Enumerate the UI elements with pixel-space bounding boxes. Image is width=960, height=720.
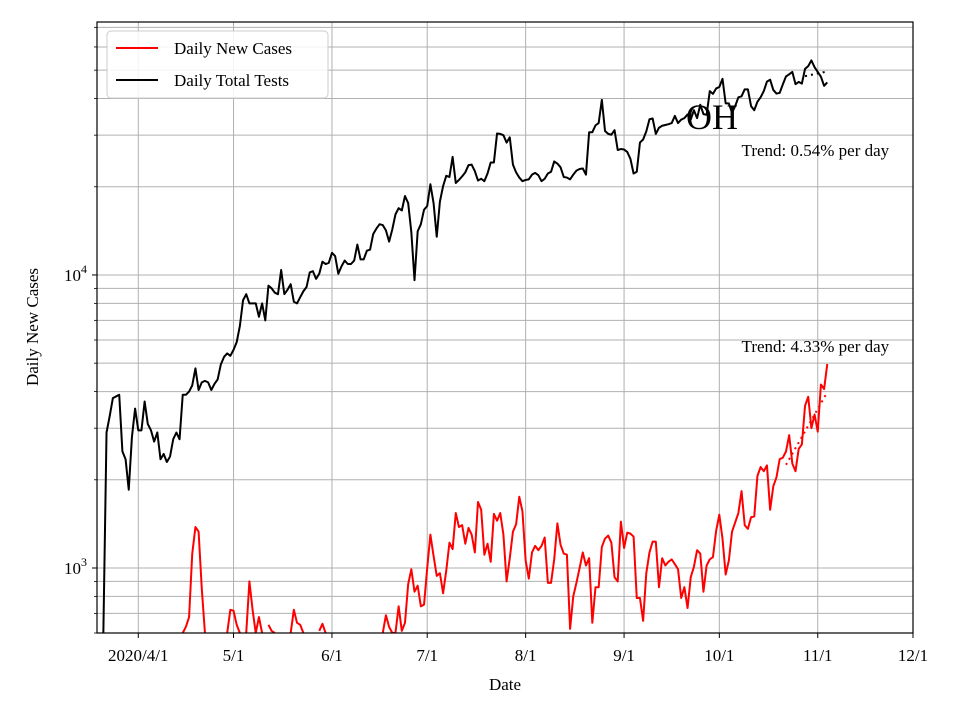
trend-line-daily-new-cases [785, 391, 829, 466]
x-tick-label: 10/1 [704, 646, 734, 665]
legend-label-daily-total-tests: Daily Total Tests [174, 71, 289, 90]
legend-box [106, 30, 329, 99]
x-tick-label: 11/1 [803, 646, 833, 665]
series-line-daily-new-cases [245, 580, 264, 633]
x-tick-label: 12/1 [898, 646, 928, 665]
x-tick-label: 2020/4/1 [108, 646, 168, 665]
y-tick-label: 103 [64, 555, 87, 578]
series-line-daily-new-cases [181, 526, 206, 633]
y-axis-title: Daily New Cases [23, 268, 42, 386]
series-line-daily-new-cases [381, 363, 829, 633]
legend: Daily New Cases Daily Total Tests [106, 30, 329, 99]
x-tick-label: 9/1 [613, 646, 635, 665]
trend-line-daily-total-tests [804, 70, 828, 78]
y-tick-exponent: 3 [81, 555, 87, 569]
y-tick-exponent: 4 [81, 262, 87, 276]
series-line-daily-new-cases [289, 608, 305, 633]
series-line-daily-new-cases [226, 608, 241, 633]
x-tick-label: 7/1 [416, 646, 438, 665]
series-line-daily-new-cases [267, 624, 276, 633]
series-layer [102, 59, 829, 633]
legend-label-daily-new-cases: Daily New Cases [174, 39, 292, 58]
trend-annotations: Trend: 0.54% per day Trend: 4.33% per day [742, 141, 890, 356]
trend-annotation: Trend: 0.54% per day [742, 141, 890, 160]
y-tick-base: 10 [64, 266, 81, 285]
trend-annotation: Trend: 4.33% per day [742, 337, 890, 356]
x-tick-label: 8/1 [515, 646, 537, 665]
x-tick-label: 5/1 [223, 646, 245, 665]
series-line-daily-total-tests [102, 59, 829, 633]
series-line-daily-new-cases [318, 622, 327, 633]
grid-lines [97, 22, 914, 634]
x-tick-label: 6/1 [321, 646, 343, 665]
x-axis: 2020/4/1 5/1 6/1 7/1 8/1 9/1 10/1 11/1 12/1 [108, 633, 928, 665]
state-label: OH [686, 97, 738, 137]
y-tick-label: 104 [64, 262, 87, 285]
plot-frame [96, 21, 914, 634]
y-tick-base: 10 [64, 559, 81, 578]
x-axis-title: Date [489, 675, 521, 694]
